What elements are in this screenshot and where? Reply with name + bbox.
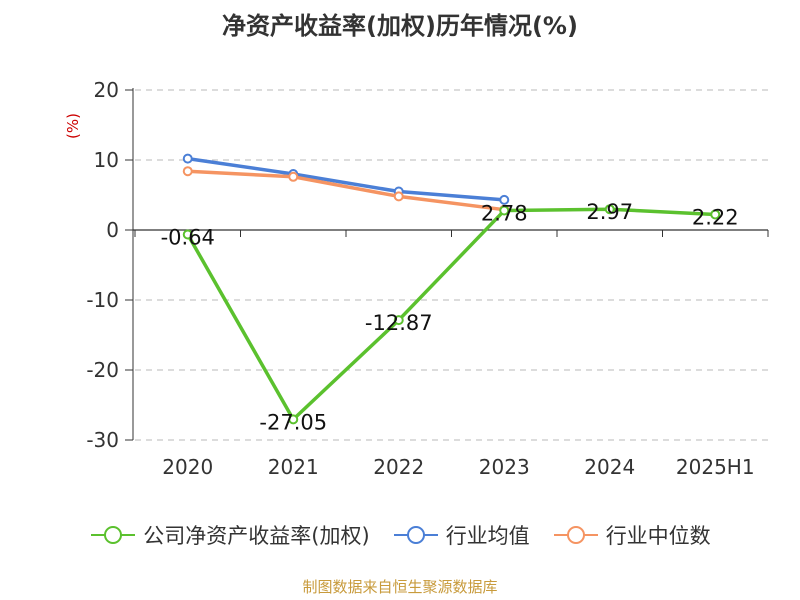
legend-line-marker-icon [91, 526, 136, 544]
series-lines [182, 153, 721, 425]
legend: 公司净资产收益率(加权) 行业均值 行业中位数 [0, 520, 800, 550]
axes: 20 10 0 -10 -20 -30 2020 2021 2022 2023 2024 2025H1 [86, 78, 769, 479]
legend-item-industry-median[interactable]: 行业中位数 [552, 520, 711, 550]
series-line [187, 169, 505, 212]
x-tick-label: 2023 [479, 455, 530, 479]
x-tick-label: 2021 [268, 455, 319, 479]
chart-title: 净资产收益率(加权)历年情况(%) [222, 12, 578, 40]
data-point [499, 205, 510, 216]
legend-item-company[interactable]: 公司净资产收益率(加权) [89, 520, 370, 550]
data-point [604, 204, 615, 215]
legend-item-industry-mean[interactable]: 行业均值 [392, 520, 530, 550]
legend-label: 行业中位数 [605, 524, 711, 548]
source-note: 制图数据来自恒生聚源数据库 [302, 578, 498, 596]
data-labels: -0.64 -27.05 -12.87 2.78 2.97 2.22 [161, 200, 739, 434]
y-tick-label: 20 [94, 78, 119, 102]
data-point [499, 194, 510, 205]
data-point [393, 315, 404, 326]
data-point [182, 166, 193, 177]
y-tick-label: -20 [86, 358, 119, 382]
data-label: 2.78 [481, 202, 528, 226]
legend-line-marker-icon [553, 526, 598, 544]
data-label: -27.05 [259, 410, 327, 434]
x-tick-label: 2022 [373, 455, 424, 479]
legend-label: 行业均值 [445, 524, 530, 548]
data-point [182, 229, 193, 240]
x-tick-label: 2025H1 [676, 455, 755, 479]
y-tick-label: -10 [86, 288, 119, 312]
y-tick-label: 0 [106, 218, 119, 242]
series-line [187, 156, 505, 202]
data-point [393, 191, 404, 202]
legend-label: 公司净资产收益率(加权) [143, 524, 370, 548]
data-label: 2.22 [692, 205, 739, 229]
x-tick-label: 2020 [162, 455, 213, 479]
x-tick-label: 2024 [584, 455, 635, 479]
data-label: -0.64 [161, 225, 215, 249]
data-point [182, 153, 193, 164]
y-axis-label: (%) [64, 113, 82, 139]
y-tick-label: -30 [86, 428, 119, 452]
data-point [288, 414, 299, 425]
y-tick-label: 10 [94, 148, 119, 172]
series-line [186, 207, 716, 422]
data-point [288, 171, 299, 182]
data-label: -12.87 [365, 311, 433, 335]
data-label: 2.97 [586, 200, 633, 224]
legend-line-marker-icon [393, 526, 438, 544]
data-point [710, 209, 721, 220]
